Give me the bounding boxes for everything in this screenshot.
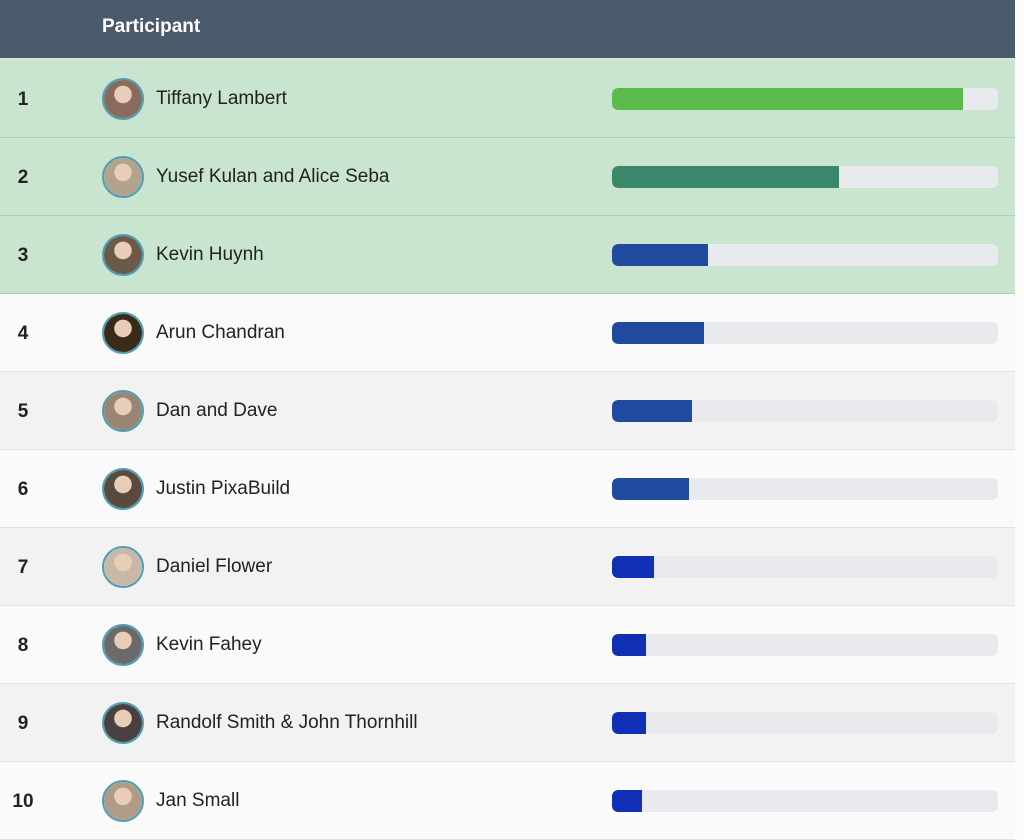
participant-name: Daniel Flower xyxy=(156,556,273,577)
avatar xyxy=(102,312,144,354)
table-row[interactable]: 3 Kevin Huynh xyxy=(0,216,1015,294)
avatar-image xyxy=(104,626,142,664)
avatar xyxy=(102,702,144,744)
progress-fill xyxy=(612,244,709,266)
rank: 7 xyxy=(17,557,29,578)
avatar-image xyxy=(104,158,142,196)
avatar xyxy=(102,624,144,666)
progress-bar xyxy=(612,634,998,656)
progress-bar xyxy=(612,244,998,266)
progress-bar xyxy=(612,790,998,812)
avatar-image xyxy=(104,548,142,586)
table-row[interactable]: 9 Randolf Smith & John Thornhill xyxy=(0,684,1015,762)
avatar-image xyxy=(104,782,142,820)
progress-bar xyxy=(612,88,998,110)
rank: 5 xyxy=(17,401,29,422)
rank: 2 xyxy=(17,167,29,188)
participant-name: Randolf Smith & John Thornhill xyxy=(156,712,418,733)
avatar-image xyxy=(104,314,142,352)
avatar-image xyxy=(104,236,142,274)
progress-fill xyxy=(612,790,643,812)
avatar xyxy=(102,390,144,432)
participant-name: Kevin Huynh xyxy=(156,244,264,265)
avatar xyxy=(102,780,144,822)
participant-name: Yusef Kulan and Alice Seba xyxy=(156,166,390,187)
avatar xyxy=(102,468,144,510)
avatar-image xyxy=(104,704,142,742)
rank: 3 xyxy=(17,245,29,266)
participant-name: Tiffany Lambert xyxy=(156,88,287,109)
rank: 10 xyxy=(12,791,34,812)
progress-fill xyxy=(612,400,692,422)
participant-name: Jan Small xyxy=(156,790,240,811)
participant-name: Dan and Dave xyxy=(156,400,278,421)
rank: 8 xyxy=(17,635,29,656)
table-row[interactable]: 10 Jan Small xyxy=(0,762,1015,840)
rank: 4 xyxy=(17,323,29,344)
progress-bar xyxy=(612,712,998,734)
rank: 1 xyxy=(17,89,29,110)
table-row[interactable]: 6 Justin PixaBuild xyxy=(0,450,1015,528)
table-row[interactable]: 7 Daniel Flower xyxy=(0,528,1015,606)
progress-fill xyxy=(612,478,689,500)
avatar xyxy=(102,78,144,120)
rank: 6 xyxy=(17,479,29,500)
participant-name: Justin PixaBuild xyxy=(156,478,291,499)
progress-bar xyxy=(612,322,998,344)
avatar xyxy=(102,546,144,588)
rank: 9 xyxy=(17,713,29,734)
table-row[interactable]: 5 Dan and Dave xyxy=(0,372,1015,450)
progress-bar xyxy=(612,166,998,188)
table-header: Participant xyxy=(0,0,1015,60)
avatar-image xyxy=(104,470,142,508)
table-row[interactable]: 8 Kevin Fahey xyxy=(0,606,1015,684)
progress-fill xyxy=(612,166,839,188)
table-row[interactable]: 4 Arun Chandran xyxy=(0,294,1015,372)
progress-bar xyxy=(612,400,998,422)
avatar xyxy=(102,156,144,198)
progress-bar xyxy=(612,556,998,578)
progress-fill xyxy=(612,88,963,110)
progress-fill xyxy=(612,634,646,656)
progress-fill xyxy=(612,322,704,344)
progress-bar xyxy=(612,478,998,500)
table-row[interactable]: 1 Tiffany Lambert xyxy=(0,60,1015,138)
participant-name: Arun Chandran xyxy=(156,322,285,343)
participant-column-header: Participant xyxy=(102,16,201,37)
avatar xyxy=(102,234,144,276)
progress-fill xyxy=(612,712,646,734)
participant-name: Kevin Fahey xyxy=(156,634,262,655)
avatar-image xyxy=(104,392,142,430)
table-row[interactable]: 2 Yusef Kulan and Alice Seba xyxy=(0,138,1015,216)
table-body: 1 Tiffany Lambert 2 Yusef Kulan and Alic… xyxy=(0,60,1015,840)
avatar-image xyxy=(104,80,142,118)
progress-fill xyxy=(612,556,655,578)
